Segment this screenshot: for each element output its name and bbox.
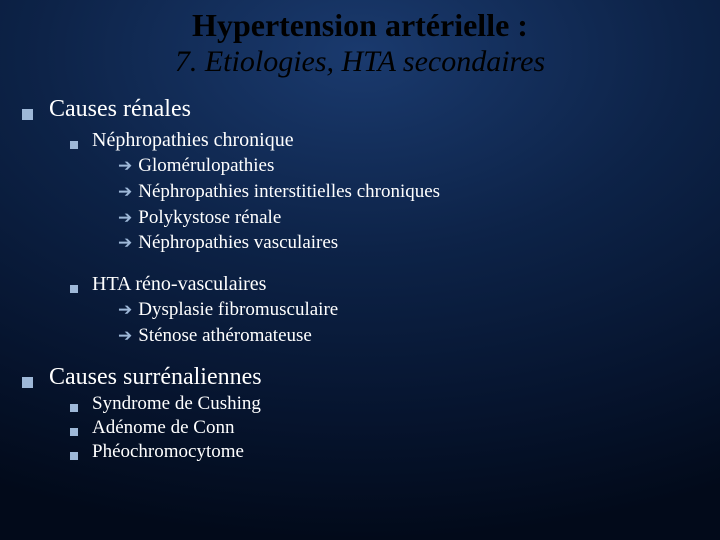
detail-line: ➔ Glomérulopathies <box>118 154 698 178</box>
arrow-icon: ➔ <box>118 232 132 253</box>
list-item: Phéochromocytome <box>70 441 698 463</box>
slide-subtitle: 7. Etiologies, HTA secondaires <box>0 45 720 78</box>
detail-text: Polykystose rénale <box>138 206 281 230</box>
list-item-label: Adénome de Conn <box>92 417 234 439</box>
detail-line: ➔ Sténose athéromateuse <box>118 324 698 348</box>
subheading: Néphropathies chronique <box>70 129 698 152</box>
arrow-icon: ➔ <box>118 207 132 228</box>
square-bullet-icon <box>70 285 78 293</box>
slide: Hypertension artérielle : 7. Etiologies,… <box>0 0 720 540</box>
detail-line: ➔ Néphropathies vasculaires <box>118 231 698 255</box>
list-item-label: Phéochromocytome <box>92 441 244 463</box>
detail-line: ➔ Polykystose rénale <box>118 206 698 230</box>
arrow-icon: ➔ <box>118 325 132 346</box>
section-label: Causes surrénaliennes <box>49 364 262 391</box>
section-heading: Causes rénales <box>22 96 698 123</box>
square-bullet-icon <box>70 404 78 412</box>
list-item: Adénome de Conn <box>70 417 698 439</box>
detail-line: ➔ Dysplasie fibromusculaire <box>118 298 698 322</box>
square-bullet-icon <box>22 377 33 388</box>
detail-text: Sténose athéromateuse <box>138 324 312 348</box>
detail-text: Néphropathies vasculaires <box>138 231 338 255</box>
detail-text: Dysplasie fibromusculaire <box>138 298 338 322</box>
detail-text: Glomérulopathies <box>138 154 274 178</box>
subheading-label: HTA réno-vasculaires <box>92 273 266 296</box>
square-bullet-icon <box>22 109 33 120</box>
slide-title: Hypertension artérielle : <box>0 0 720 43</box>
subheading-label: Néphropathies chronique <box>92 129 294 152</box>
list-item-label: Syndrome de Cushing <box>92 393 261 415</box>
arrow-icon: ➔ <box>118 181 132 202</box>
square-bullet-icon <box>70 428 78 436</box>
square-bullet-icon <box>70 141 78 149</box>
square-bullet-icon <box>70 452 78 460</box>
arrow-icon: ➔ <box>118 299 132 320</box>
section-label: Causes rénales <box>49 96 191 123</box>
detail-line: ➔ Néphropathies interstitielles chroniqu… <box>118 180 698 204</box>
subheading: HTA réno-vasculaires <box>70 273 698 296</box>
slide-content: Causes rénales Néphropathies chronique ➔… <box>0 78 720 463</box>
section-heading: Causes surrénaliennes <box>22 364 698 391</box>
detail-text: Néphropathies interstitielles chroniques <box>138 180 440 204</box>
arrow-icon: ➔ <box>118 155 132 176</box>
list-item: Syndrome de Cushing <box>70 393 698 415</box>
